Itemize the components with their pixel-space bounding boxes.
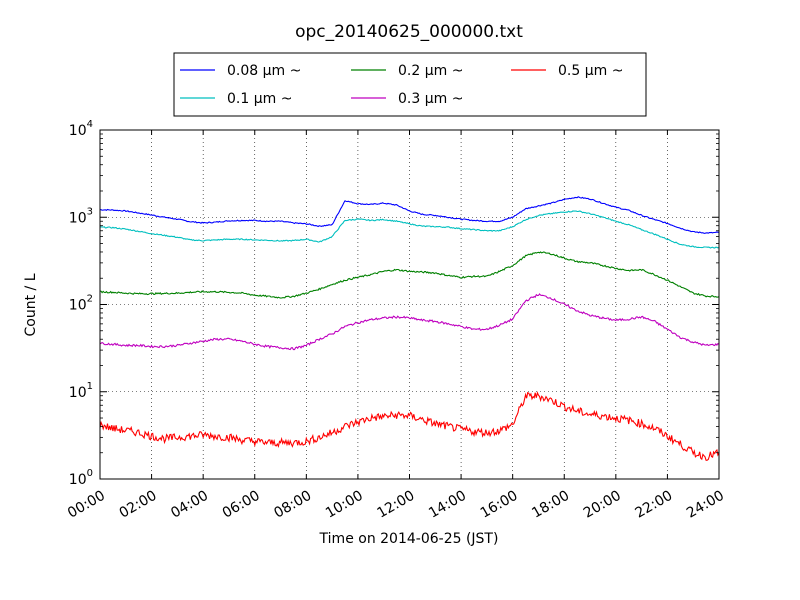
y-tick-label: 101 xyxy=(69,381,93,401)
y-tick-exponent: 0 xyxy=(87,468,93,479)
y-tick-base: 10 xyxy=(69,210,87,226)
legend-label: 0.5 μm ~ xyxy=(558,63,623,79)
x-tick-label: 14:00 xyxy=(426,488,469,522)
x-tick-label: 22:00 xyxy=(632,488,675,522)
series-line-0 xyxy=(100,196,720,234)
y-tick-label: 102 xyxy=(69,294,93,314)
x-tick-label: 12:00 xyxy=(375,488,418,522)
y-tick-exponent: 4 xyxy=(87,119,93,130)
legend-label: 0.08 μm ~ xyxy=(227,63,301,79)
legend-label: 0.1 μm ~ xyxy=(227,91,292,107)
x-tick-label: 10:00 xyxy=(323,488,366,522)
x-tick-label: 20:00 xyxy=(581,488,624,522)
x-tick-label: 24:00 xyxy=(684,488,727,522)
legend-label: 0.2 μm ~ xyxy=(398,63,463,79)
y-tick-label: 104 xyxy=(69,119,93,139)
x-tick-label: 00:00 xyxy=(65,488,108,522)
y-axis-label: Count / L xyxy=(23,273,39,336)
series-line-1 xyxy=(99,210,720,249)
y-tick-base: 10 xyxy=(69,472,87,488)
x-axis-label: Time on 2014-06-25 (JST) xyxy=(319,531,499,547)
series-line-2 xyxy=(99,251,720,299)
legend-box xyxy=(173,52,647,117)
y-tick-exponent: 2 xyxy=(87,294,93,305)
grid xyxy=(100,130,719,479)
legend-label: 0.3 μm ~ xyxy=(398,91,463,107)
x-axis-ticks: 00:00 02:00 04:00 06:00 08:00 10:00 12:00 14:00… xyxy=(65,130,727,522)
x-tick-label: 02:00 xyxy=(117,488,160,522)
y-tick-base: 10 xyxy=(69,298,87,314)
y-tick-label: 100 xyxy=(69,468,93,488)
x-tick-label: 06:00 xyxy=(220,488,263,522)
x-tick-label: 04:00 xyxy=(168,488,211,522)
legend: 0.08 μm ~ 0.1 μm ~ 0.2 μm ~ 0.3 μm ~ 0.5 μm … xyxy=(173,52,647,117)
y-tick-base: 10 xyxy=(69,385,87,401)
x-tick-label: 16:00 xyxy=(478,488,521,522)
x-tick-label: 18:00 xyxy=(529,488,572,522)
series-layer xyxy=(99,196,720,461)
series-line-3 xyxy=(99,293,720,351)
y-tick-exponent: 3 xyxy=(87,206,93,217)
series-line-4 xyxy=(99,391,720,461)
x-tick-label: 08:00 xyxy=(271,488,314,522)
chart-title: opc_20140625_000000.txt xyxy=(295,22,523,42)
y-tick-base: 10 xyxy=(69,123,87,139)
y-tick-label: 103 xyxy=(69,206,93,226)
y-tick-exponent: 1 xyxy=(87,381,93,392)
